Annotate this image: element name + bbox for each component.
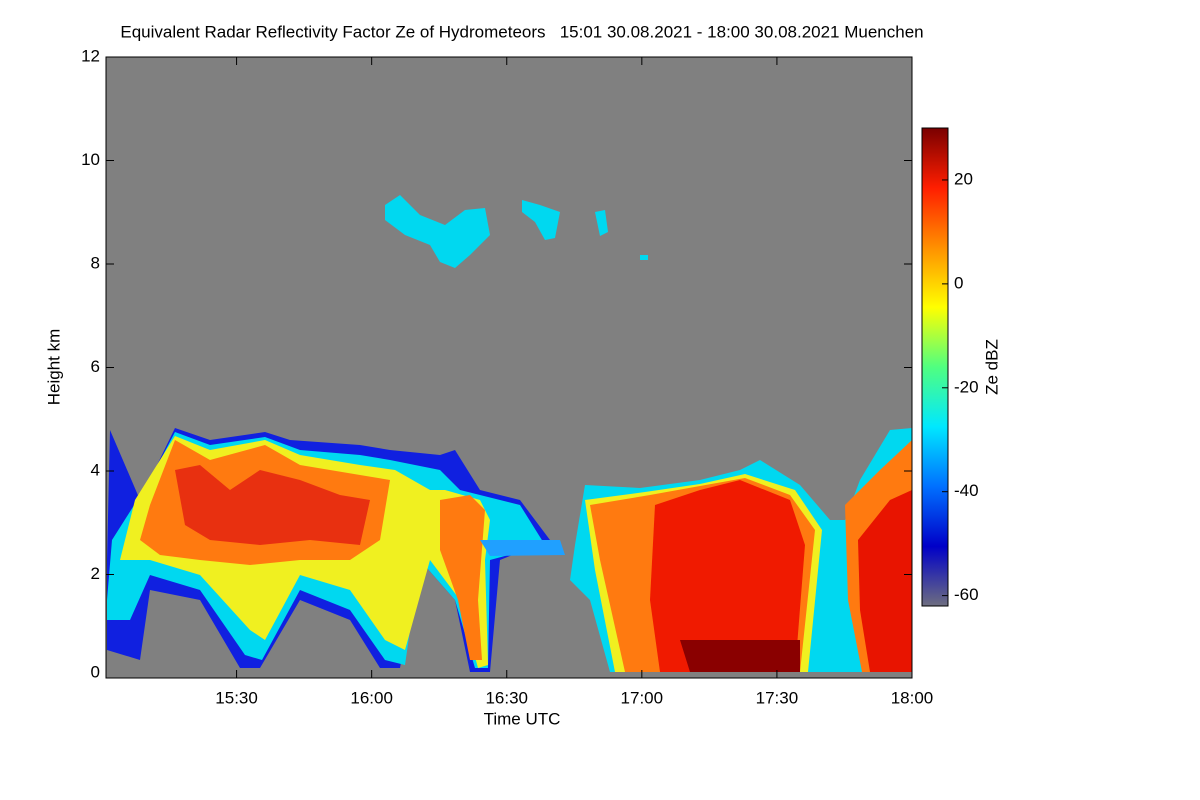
radar-echo — [522, 200, 560, 240]
x-tick-label: 18:00 — [891, 688, 934, 707]
y-tick-label: 4 — [91, 460, 100, 479]
y-tick-label: 0 — [91, 662, 100, 681]
x-tick-label: 16:30 — [485, 688, 528, 707]
radar-echo — [385, 195, 490, 268]
radar-echo — [175, 465, 370, 545]
y-tick-label: 10 — [81, 150, 100, 169]
chart-title: Equivalent Radar Reflectivity Factor Ze … — [120, 22, 923, 41]
radar-echo — [640, 255, 648, 260]
radar-echo — [440, 495, 485, 660]
x-tick-label: 17:30 — [756, 688, 799, 707]
y-tick-label: 8 — [91, 253, 100, 272]
x-tick-label: 17:00 — [621, 688, 664, 707]
radar-echoes — [107, 195, 912, 672]
radar-echo — [680, 640, 800, 672]
y-axis-label: Height km — [44, 329, 63, 406]
x-axis-label: Time UTC — [484, 709, 561, 728]
colorbar-tick-label: -60 — [954, 585, 979, 604]
radar-echo — [480, 540, 565, 556]
y-tick-label: 6 — [91, 357, 100, 376]
x-tick-label: 15:30 — [215, 688, 258, 707]
radar-echo — [858, 490, 912, 672]
colorbar-tick-label: 0 — [954, 273, 963, 292]
y-tick-label: 12 — [81, 46, 100, 65]
colorbar — [921, 127, 949, 607]
colorbar-tick-label: -20 — [954, 377, 979, 396]
y-tick-label: 2 — [91, 564, 100, 583]
colorbar-tick-label: -40 — [954, 481, 979, 500]
colorbar-label: Ze dBZ — [982, 339, 1001, 395]
colorbar-tick-label: 20 — [954, 169, 973, 188]
x-tick-label: 16:00 — [350, 688, 393, 707]
radar-echo — [595, 210, 608, 236]
radar-echo — [650, 480, 805, 672]
